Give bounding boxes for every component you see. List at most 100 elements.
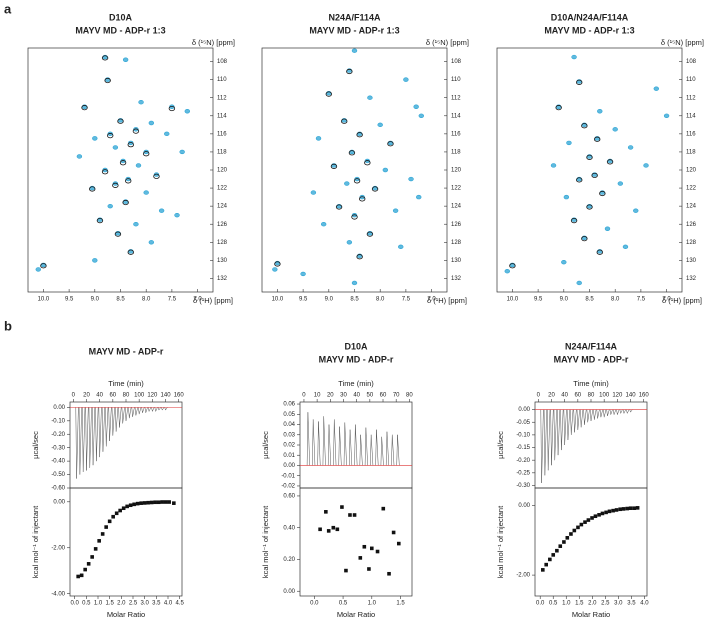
x-tick-label: 8.0 bbox=[376, 297, 385, 303]
peak bbox=[387, 141, 394, 147]
data-point bbox=[548, 557, 552, 562]
peak bbox=[114, 231, 122, 237]
peak bbox=[612, 127, 618, 132]
injection-peak bbox=[88, 407, 92, 468]
y-tick-label: -0.30 bbox=[51, 445, 65, 451]
data-point bbox=[565, 536, 570, 540]
x-tick-label: 0 bbox=[72, 393, 76, 399]
peak bbox=[403, 77, 409, 82]
x-tick-label: 9.5 bbox=[534, 297, 543, 303]
peak bbox=[310, 190, 317, 195]
y-tick-label: 116 bbox=[217, 131, 227, 137]
peak bbox=[351, 48, 358, 53]
injection-peak bbox=[82, 407, 86, 472]
y-tick-label: 0.00 bbox=[283, 463, 295, 469]
y-tick-label: 0.01 bbox=[283, 453, 295, 459]
data-point bbox=[153, 500, 157, 505]
data-point bbox=[555, 548, 559, 553]
injection-peak bbox=[115, 407, 119, 432]
x-tick-label: 60 bbox=[109, 393, 116, 399]
injection-peak bbox=[380, 436, 384, 466]
x-tick-label: 1.0 bbox=[94, 601, 103, 607]
peak bbox=[382, 167, 389, 173]
y-tick-label: 128 bbox=[686, 240, 697, 246]
injection-peak bbox=[154, 407, 158, 413]
data-point bbox=[569, 532, 573, 536]
injection-peak bbox=[128, 407, 132, 419]
peak bbox=[125, 178, 132, 184]
data-point bbox=[125, 504, 129, 509]
injection-peak bbox=[354, 424, 358, 466]
peak bbox=[92, 258, 98, 263]
peak bbox=[356, 254, 363, 260]
injection-peak bbox=[144, 407, 148, 413]
data-point bbox=[597, 513, 601, 517]
peak bbox=[627, 145, 634, 150]
y-tick-label: 130 bbox=[217, 258, 228, 264]
peak bbox=[398, 244, 404, 250]
injection-peak bbox=[131, 407, 135, 417]
peak bbox=[341, 118, 348, 124]
x-tick-label: 20 bbox=[548, 393, 555, 399]
y-axis-label: δ (¹⁵N) [ppm] bbox=[661, 38, 704, 47]
x-tick-label: 40 bbox=[561, 393, 568, 399]
injection-peak bbox=[560, 409, 564, 451]
y-tick-label: 108 bbox=[451, 59, 462, 65]
plot-frame bbox=[69, 401, 183, 489]
peak bbox=[561, 259, 567, 265]
data-point bbox=[558, 544, 563, 548]
injection-peak bbox=[141, 407, 145, 413]
data-point bbox=[604, 510, 608, 515]
x-tick-label: 0.5 bbox=[549, 601, 558, 607]
injection-peak bbox=[586, 409, 590, 423]
peak bbox=[96, 218, 104, 224]
data-point bbox=[387, 571, 391, 576]
x-tick-label: 9.5 bbox=[65, 297, 74, 303]
injection-peak bbox=[101, 407, 105, 452]
x-tick-label: 2.5 bbox=[601, 601, 610, 607]
x-tick-label: 7.0 bbox=[193, 297, 202, 303]
peak bbox=[563, 194, 570, 200]
x-tick-label: 3.0 bbox=[614, 601, 623, 607]
peak bbox=[366, 231, 374, 237]
data-point bbox=[586, 518, 591, 522]
y-tick-label: 130 bbox=[686, 258, 697, 264]
y-tick-label: 128 bbox=[451, 240, 462, 246]
y-tick-label: 114 bbox=[451, 113, 461, 119]
x-tick-label: 8.0 bbox=[142, 297, 151, 303]
x-tick-label: 3.5 bbox=[152, 601, 161, 607]
y-tick-label: 112 bbox=[451, 95, 461, 101]
x-tick-label: 80 bbox=[588, 393, 595, 399]
peak bbox=[344, 181, 350, 186]
data-point bbox=[625, 506, 630, 511]
y-tick-label: 0.04 bbox=[283, 422, 295, 428]
peak bbox=[663, 113, 670, 118]
chart-title: N24A/F114A bbox=[328, 12, 381, 22]
x-tick-label: 8.0 bbox=[611, 297, 620, 303]
chart-title: N24A/F114A bbox=[565, 341, 618, 351]
injection-peak bbox=[599, 409, 603, 418]
injection-peak bbox=[619, 409, 623, 415]
x-tick-label: 20 bbox=[83, 393, 90, 399]
peak bbox=[653, 86, 660, 91]
y-tick-label: 124 bbox=[686, 204, 697, 210]
data-point bbox=[628, 506, 633, 511]
peak bbox=[416, 194, 422, 200]
x-tick-label: 160 bbox=[639, 393, 650, 399]
x-tick-label: 120 bbox=[147, 393, 158, 399]
data-point bbox=[160, 500, 164, 504]
y-tick-label: 130 bbox=[451, 258, 462, 264]
data-point bbox=[396, 541, 401, 546]
peak bbox=[104, 77, 111, 84]
peak bbox=[101, 55, 109, 61]
x-tick-label: 20 bbox=[327, 393, 334, 399]
plot-frame bbox=[496, 47, 683, 293]
injection-peak bbox=[593, 409, 597, 420]
data-point bbox=[139, 501, 143, 505]
peak bbox=[594, 136, 601, 142]
chart-subtitle: MAYV MD - ADP-r bbox=[319, 354, 394, 364]
injection-peak bbox=[138, 407, 142, 415]
peak bbox=[81, 105, 88, 111]
y-tick-label: 126 bbox=[451, 222, 462, 228]
injection-peak bbox=[92, 407, 96, 466]
